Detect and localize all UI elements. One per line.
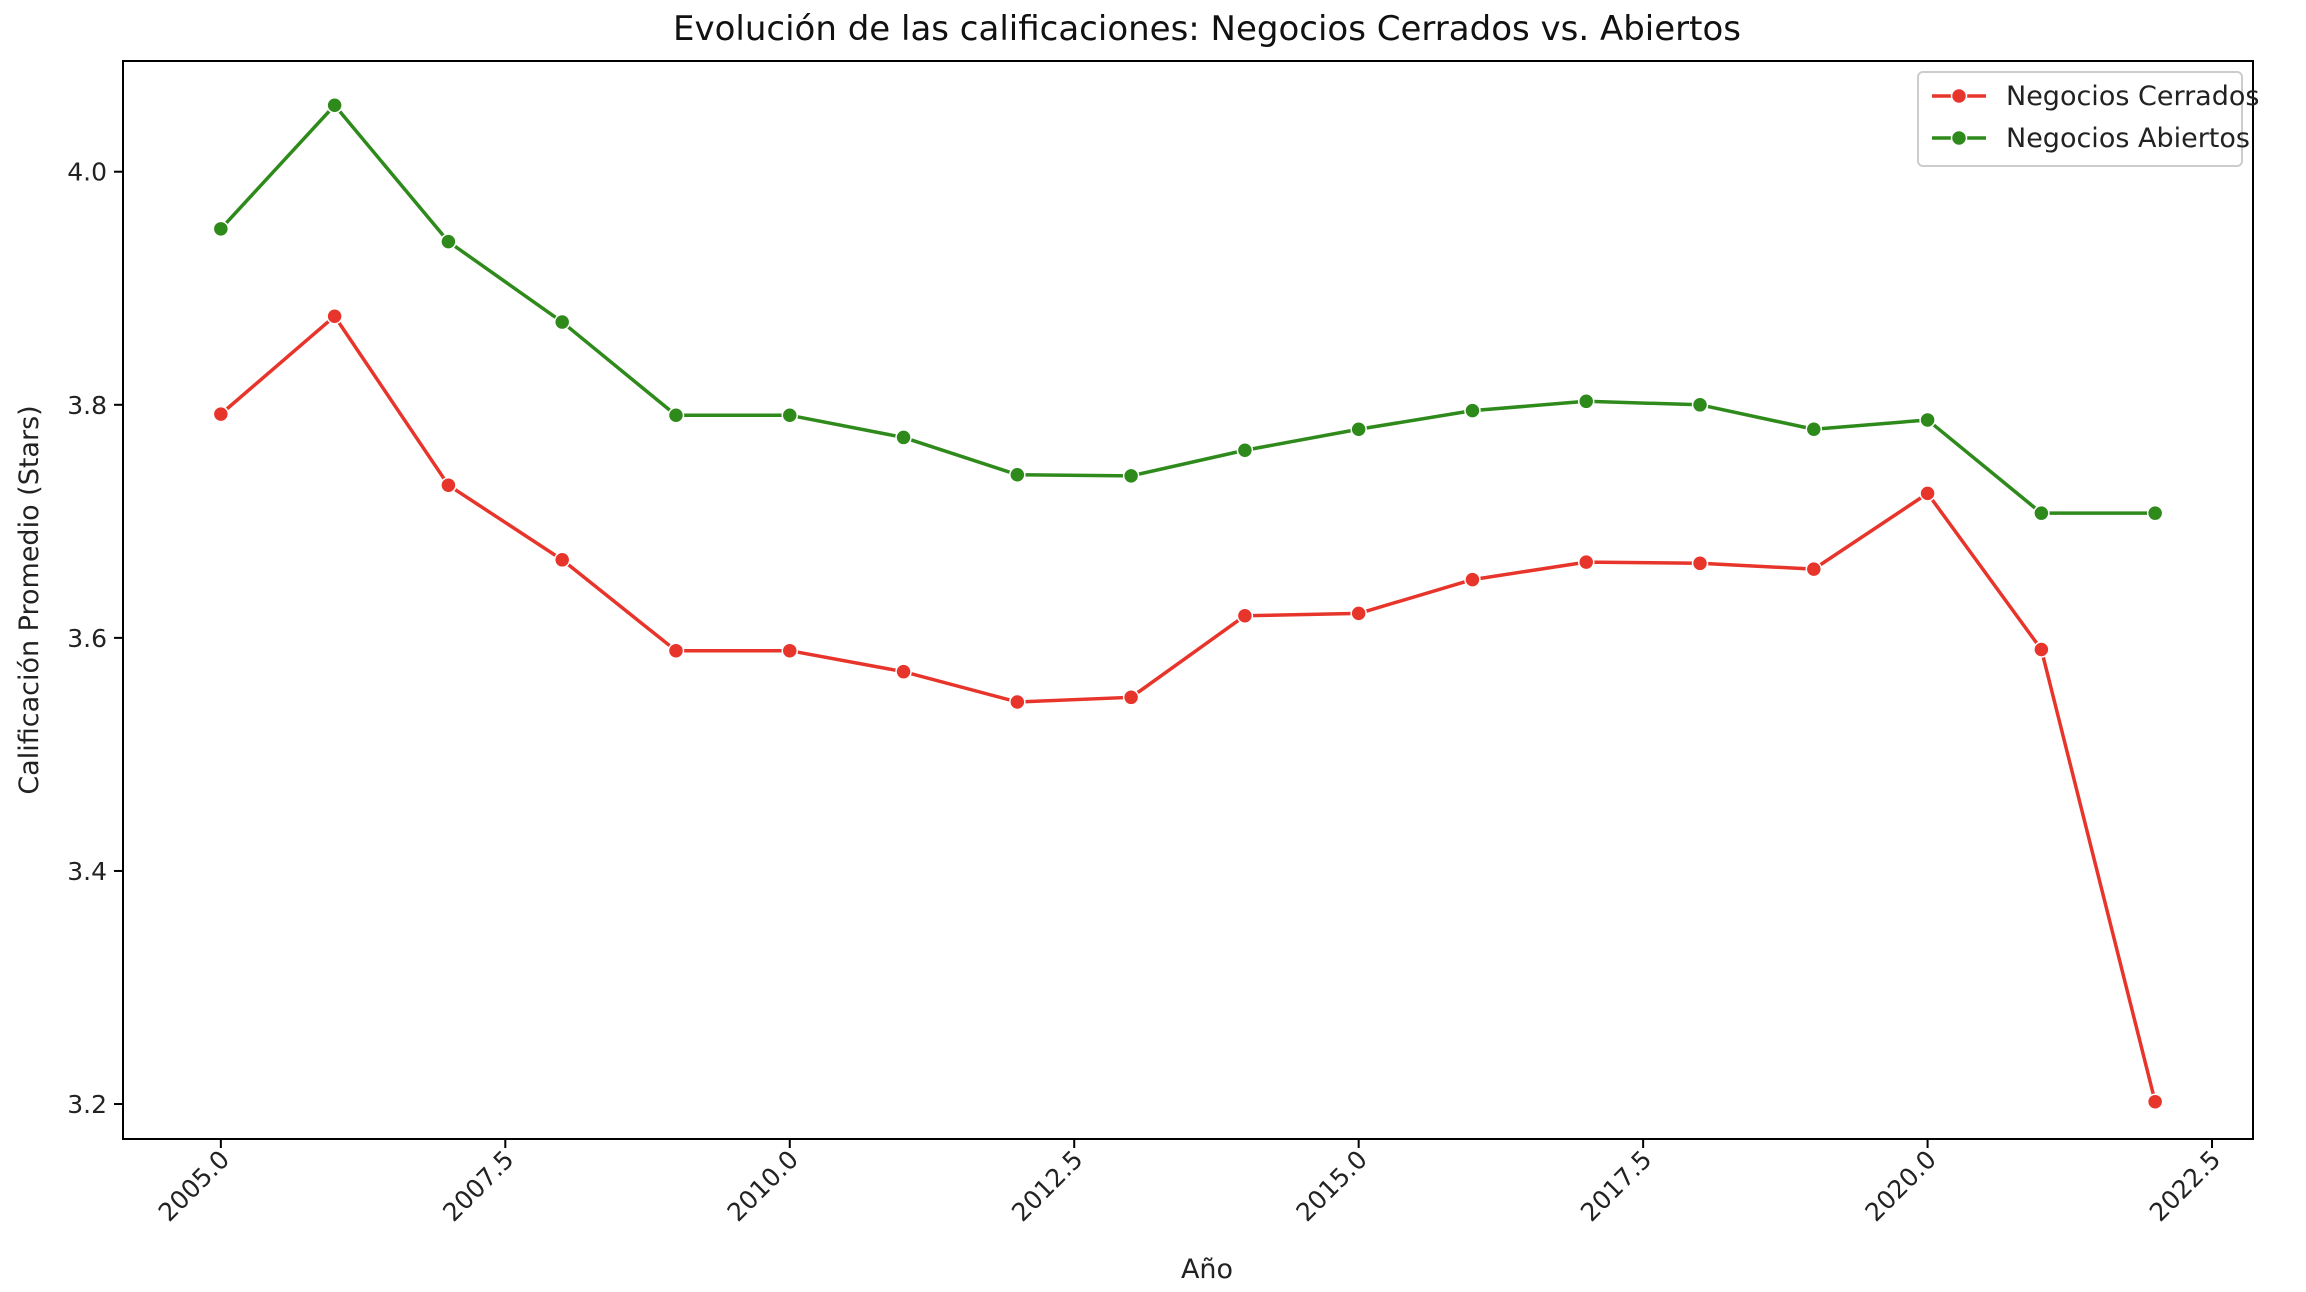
data-point [1464, 402, 1481, 419]
data-point [1691, 396, 1709, 414]
x-axis-label: Año [1181, 1254, 1233, 1285]
data-point [2146, 504, 2164, 522]
data-point [440, 476, 457, 494]
x-tick-label: 2007.5 [437, 1145, 519, 1227]
data-point [1009, 693, 1026, 711]
data-point [1122, 689, 1140, 706]
plot-frame [122, 60, 2254, 1140]
legend-item: Negocios Cerrados [1932, 81, 2259, 112]
data-point [895, 429, 912, 446]
series-line [219, 314, 2157, 1103]
data-point [1122, 467, 1140, 485]
legend-items: Negocios Cerrados Negocios Abiertos [1932, 81, 2259, 154]
data-point [781, 407, 799, 424]
x-tick-label: 2012.5 [1006, 1145, 1088, 1227]
data-point [1805, 560, 1823, 578]
y-axis: 3.2 3.4 3.6 3.8 4.0 [67, 158, 123, 1119]
data-point [1464, 571, 1481, 588]
y-axis-label: Calificación Promedio (Stars) [14, 405, 45, 794]
data-point [1236, 441, 1254, 459]
y-tick-label: 3.6 [67, 624, 107, 653]
x-tick-label: 2017.5 [1575, 1145, 1657, 1227]
data-point [2146, 1093, 2164, 1110]
x-tick-label: 2020.0 [1859, 1145, 1941, 1227]
y-tick-label: 4.0 [67, 158, 107, 187]
x-tick-label: 2015.0 [1291, 1145, 1373, 1227]
x-tick-label: 2022.5 [2144, 1145, 2226, 1227]
legend-label: Negocios Cerrados [2006, 81, 2259, 112]
data-point [2033, 641, 2050, 658]
legend: Negocios Cerrados Negocios Abiertos [1917, 71, 2259, 167]
data-point [326, 97, 343, 114]
data-point [212, 405, 230, 423]
data-point [1919, 411, 1936, 429]
data-point [667, 642, 685, 659]
data-point [2033, 504, 2050, 522]
series-negocios-abiertos [212, 97, 2164, 522]
data-point [1919, 485, 1936, 502]
data-point [553, 313, 571, 331]
data-point [781, 642, 799, 659]
data-point [326, 307, 343, 325]
chart-title: Evolución de las calificaciones: Negocio… [673, 9, 1741, 49]
series-line [219, 103, 2156, 515]
y-tick-label: 3.2 [67, 1090, 107, 1119]
x-tick-label: 2005.0 [153, 1145, 235, 1227]
legend-label: Negocios Abiertos [2006, 123, 2250, 154]
series-layer [212, 97, 2164, 1110]
data-point [212, 220, 230, 238]
data-point [1691, 555, 1709, 572]
y-tick-label: 3.8 [67, 391, 107, 420]
data-point [895, 663, 912, 680]
data-point [1236, 607, 1254, 624]
series-negocios-cerrados [212, 307, 2164, 1110]
legend-item: Negocios Abiertos [1932, 123, 2250, 154]
plot-area [122, 60, 2254, 1140]
data-point [1577, 553, 1595, 571]
x-tick-label: 2010.0 [722, 1145, 804, 1227]
data-point [1350, 605, 1367, 622]
data-point [440, 233, 457, 250]
data-point [1350, 421, 1367, 438]
data-point [1805, 421, 1823, 438]
data-point [1577, 393, 1595, 410]
legend-marker [1950, 87, 1968, 105]
data-point [553, 551, 571, 569]
data-point [667, 407, 685, 424]
x-axis: 2005.0 2007.5 2010.0 2012.5 2015.0 2017.5 2020… [153, 1139, 2226, 1227]
legend-box [1917, 71, 2243, 167]
y-tick-label: 3.4 [67, 857, 107, 886]
legend-marker [1950, 129, 1968, 147]
data-point [1009, 466, 1026, 483]
